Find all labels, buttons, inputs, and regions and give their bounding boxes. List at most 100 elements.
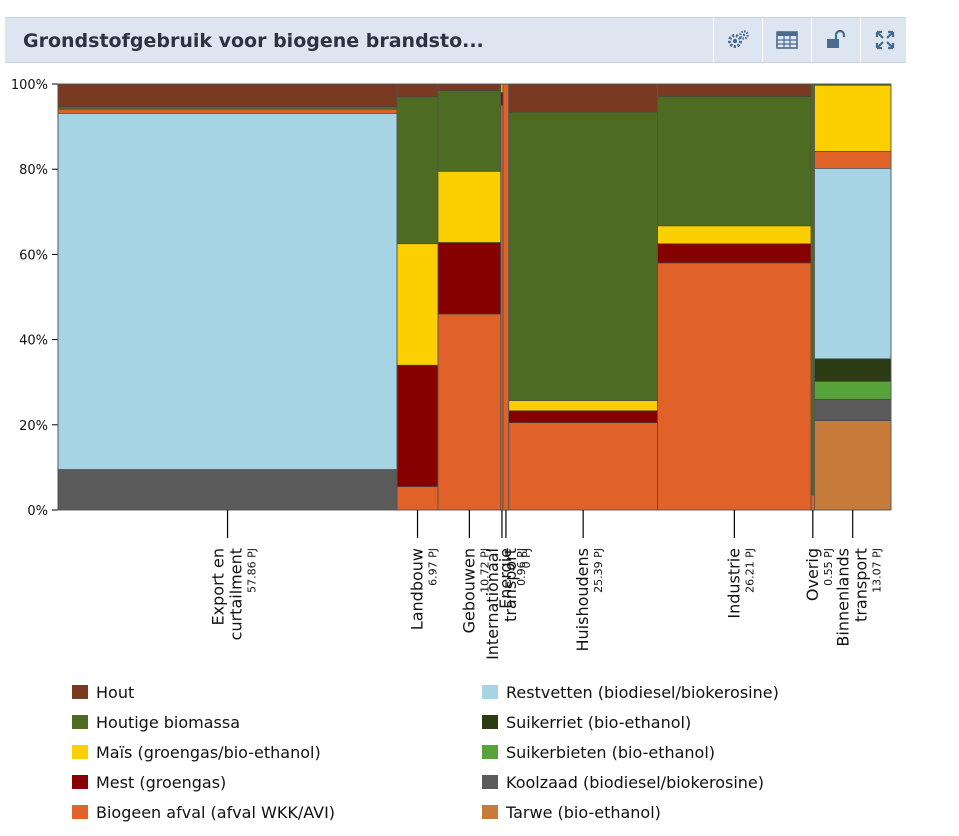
- segment-houtige: [57, 106, 398, 110]
- category-label-line: Huishoudens: [573, 548, 592, 652]
- legend-item[interactable]: Tarwe (bio-ethanol): [482, 801, 661, 823]
- segment-biogeen: [57, 108, 398, 114]
- segment-maïs: [657, 225, 812, 245]
- segment-biogeen: [657, 262, 812, 511]
- category-label-line: Binnenlands: [834, 548, 853, 647]
- chart-title: Grondstofgebruik voor biogene brandsto..…: [23, 30, 484, 52]
- category-label-line: transport: [852, 548, 871, 622]
- segment-restvetten: [814, 168, 892, 360]
- legend-label: Restvetten (biodiesel/biokerosine): [506, 682, 779, 702]
- y-tick-label: 40%: [19, 334, 48, 349]
- legend-label: Koolzaad (biodiesel/biokerosine): [506, 772, 765, 792]
- category-value-label: 0.96 PJ: [515, 548, 528, 586]
- legend-label: Hout: [96, 682, 135, 702]
- segment-hout: [437, 83, 502, 91]
- segment-houtige: [396, 96, 439, 245]
- segment-houtige: [810, 83, 815, 496]
- category-label: Energie 0.96 PJ: [496, 548, 528, 609]
- segment-mest: [657, 243, 812, 264]
- segment-hout: [396, 83, 439, 98]
- category-value-label: 0 PJ: [520, 548, 533, 568]
- legend-swatch: [72, 715, 88, 729]
- category-label-line: Industrie: [724, 548, 743, 619]
- segment-biogeen: [508, 422, 658, 511]
- category-label: Landbouw 6.97 PJ: [408, 548, 440, 630]
- category-label-line: curtailment: [227, 548, 246, 640]
- segment-houtige: [508, 111, 658, 401]
- fullscreen-icon: [875, 30, 895, 50]
- segment-maïs: [508, 400, 658, 412]
- category-value-label: 6.97 PJ: [427, 548, 440, 586]
- y-tick-label: 20%: [19, 419, 48, 434]
- legend-item[interactable]: Mest (groengas): [72, 771, 226, 793]
- category-label: Binnenlands transport 13.07 PJ: [834, 548, 884, 647]
- legend-swatch: [482, 805, 498, 819]
- category-label-line: Landbouw: [408, 548, 427, 630]
- legend-label: Suikerriet (bio-ethanol): [506, 712, 692, 732]
- segment-maïs: [814, 84, 892, 152]
- legend-swatch: [72, 805, 88, 819]
- legend-item[interactable]: Restvetten (biodiesel/biokerosine): [482, 681, 779, 703]
- legend-swatch: [482, 715, 498, 729]
- category-label-line: Overig: [803, 548, 822, 601]
- legend-item[interactable]: Maïs (groengas/bio-ethanol): [72, 741, 321, 763]
- y-tick-label: 100%: [11, 78, 48, 93]
- segment-biogeen: [502, 83, 510, 511]
- legend-item[interactable]: Houtige biomassa: [72, 711, 240, 733]
- legend-swatch: [482, 775, 498, 789]
- category-label-line: transport: [501, 548, 520, 622]
- legend-label: Biogeen afval (afval WKK/AVI): [96, 802, 336, 822]
- chart-header: Grondstofgebruik voor biogene brandsto..…: [5, 17, 906, 63]
- settings-button[interactable]: [713, 18, 762, 62]
- y-tick-label: 0%: [27, 504, 48, 519]
- legend-item[interactable]: Koolzaad (biodiesel/biokerosine): [482, 771, 764, 793]
- segment-hout: [508, 83, 658, 113]
- legend-swatch: [72, 775, 88, 789]
- category-value-label: 26.21 PJ: [743, 548, 756, 593]
- legend-swatch: [482, 745, 498, 759]
- lock-button[interactable]: [811, 18, 860, 62]
- segment-biogeen: [810, 494, 815, 511]
- category-label: Internationaal transport 0 PJ: [483, 548, 533, 660]
- legend-label: Houtige biomassa: [96, 712, 241, 732]
- category-label-line: Energie: [496, 548, 515, 609]
- legend-item[interactable]: Suikerriet (bio-ethanol): [482, 711, 691, 733]
- segment-suikerriet: [814, 358, 892, 382]
- segment-restvetten: [57, 113, 398, 470]
- legend-swatch: [72, 685, 88, 699]
- category-value-label: 57.86 PJ: [246, 548, 259, 593]
- category-label-line: Gebouwen: [459, 548, 478, 633]
- legend-label: Tarwe (bio-ethanol): [506, 802, 661, 822]
- fullscreen-button[interactable]: [860, 18, 909, 62]
- segment-mest: [437, 242, 502, 315]
- category-label: Overig 0.55 PJ: [803, 548, 835, 601]
- category-label: Huishoudens 25.39 PJ: [573, 548, 605, 652]
- segment-biogeen: [437, 313, 502, 511]
- legend-item[interactable]: Suikerbieten (bio-ethanol): [482, 741, 715, 763]
- category-label-line: Internationaal: [483, 548, 502, 660]
- segment-koolzaad: [57, 469, 398, 511]
- category-value-label: 0.55 PJ: [822, 548, 835, 586]
- segment-mest: [396, 364, 439, 487]
- legend-swatch: [72, 745, 88, 759]
- legend-label: Mest (groengas): [96, 772, 227, 792]
- table-view-button[interactable]: [762, 18, 811, 62]
- category-value-label: 10.72 PJ: [478, 548, 491, 593]
- segment-houtige: [657, 96, 812, 227]
- segment-houtige: [437, 90, 502, 172]
- legend-item[interactable]: Biogeen afval (afval WKK/AVI): [72, 801, 335, 823]
- segment-koolzaad: [814, 398, 892, 421]
- segment-biogeen: [396, 486, 439, 511]
- category-value-label: 13.07 PJ: [871, 548, 884, 593]
- segment-maïs: [437, 171, 502, 243]
- category-value-label: 25.39 PJ: [592, 548, 605, 593]
- legend-label: Suikerbieten (bio-ethanol): [506, 742, 716, 762]
- y-tick-label: 80%: [19, 163, 48, 178]
- unlock-icon: [827, 30, 846, 48]
- category-label: Industrie 26.21 PJ: [724, 548, 756, 619]
- table-icon: [776, 31, 798, 49]
- category-label: Export en curtailment 57.86 PJ: [209, 548, 259, 640]
- segment-maïs: [396, 243, 439, 366]
- legend-swatch: [482, 685, 498, 699]
- legend-item[interactable]: Hout: [72, 681, 134, 703]
